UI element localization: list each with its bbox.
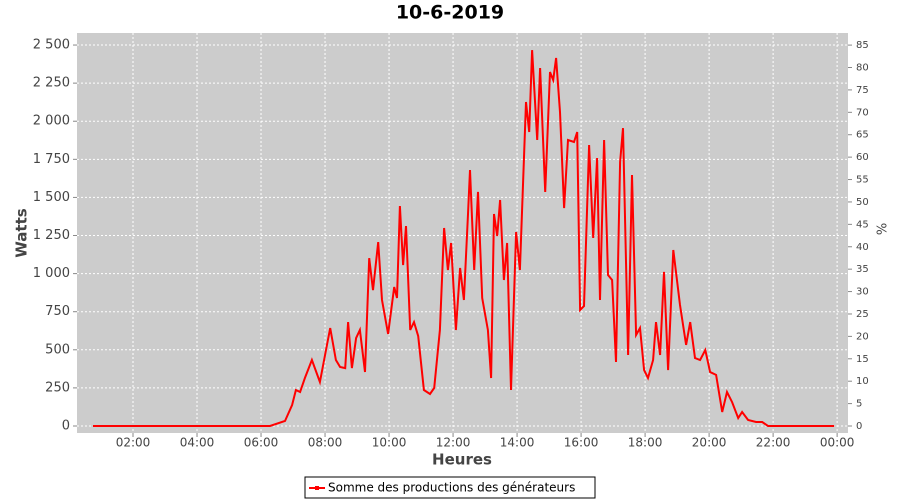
- y2-tick-label: 0: [856, 421, 862, 432]
- y2-tick-label: 60: [856, 152, 869, 163]
- x-tick-label: 04:00: [180, 436, 215, 450]
- x-tick-label: 06:00: [244, 436, 279, 450]
- y2-tick-label: 70: [856, 107, 869, 118]
- y-tick-label: 0: [62, 418, 70, 433]
- y2-tick-label: 45: [856, 219, 869, 230]
- y-tick-label: 500: [45, 342, 70, 357]
- x-tick-label: 12:00: [436, 436, 471, 450]
- y2-tick-label: 35: [856, 264, 869, 275]
- y2-tick-label: 20: [856, 331, 869, 342]
- y-tick-label: 1 500: [33, 190, 70, 205]
- legend-label: Somme des productions des générateurs: [328, 481, 575, 495]
- y-tick-label: 1 000: [33, 266, 70, 281]
- y2-tick-label: 75: [856, 85, 869, 96]
- y2-tick-label: 80: [856, 63, 869, 74]
- chart-title: 10-6-2019: [396, 2, 504, 24]
- y2-tick-label: 10: [856, 376, 869, 387]
- y-tick-label: 1 750: [33, 152, 70, 167]
- y-tick-label: 250: [45, 380, 70, 395]
- y2-tick-label: 55: [856, 175, 869, 186]
- y-tick-label: 1 250: [33, 228, 70, 243]
- x-tick-label: 22:00: [756, 436, 791, 450]
- data-line: [93, 50, 835, 427]
- x-tick-label: 18:00: [628, 436, 663, 450]
- plot-area: [77, 33, 848, 433]
- x-axis-label: Heures: [432, 451, 492, 469]
- y-tick-label: 2 000: [33, 114, 70, 129]
- y2-tick-label: 85: [856, 40, 869, 51]
- legend-box: [304, 476, 596, 499]
- y-axis-label: Watts: [13, 208, 31, 257]
- y2-axis-label: %: [876, 223, 891, 235]
- x-tick-label: 14:00: [500, 436, 535, 450]
- x-tick-label: 08:00: [308, 436, 343, 450]
- x-tick-label: 10:00: [372, 436, 407, 450]
- legend-swatch-dot: [315, 486, 319, 490]
- y2-tick-label: 25: [856, 309, 869, 320]
- y2-tick-label: 5: [856, 399, 862, 410]
- y2-tick-label: 40: [856, 242, 869, 253]
- y-tick-label: 2 250: [33, 76, 70, 91]
- x-tick-label: 02:00: [116, 436, 151, 450]
- y2-tick-label: 50: [856, 197, 869, 208]
- y-tick-label: 2 500: [33, 38, 70, 53]
- x-tick-label: 16:00: [564, 436, 599, 450]
- x-tick-label: 00:00: [820, 436, 855, 450]
- y2-tick-label: 15: [856, 354, 869, 365]
- y-tick-label: 750: [45, 304, 70, 319]
- y2-tick-label: 65: [856, 130, 869, 141]
- x-tick-label: 20:00: [692, 436, 727, 450]
- y2-tick-label: 30: [856, 287, 869, 298]
